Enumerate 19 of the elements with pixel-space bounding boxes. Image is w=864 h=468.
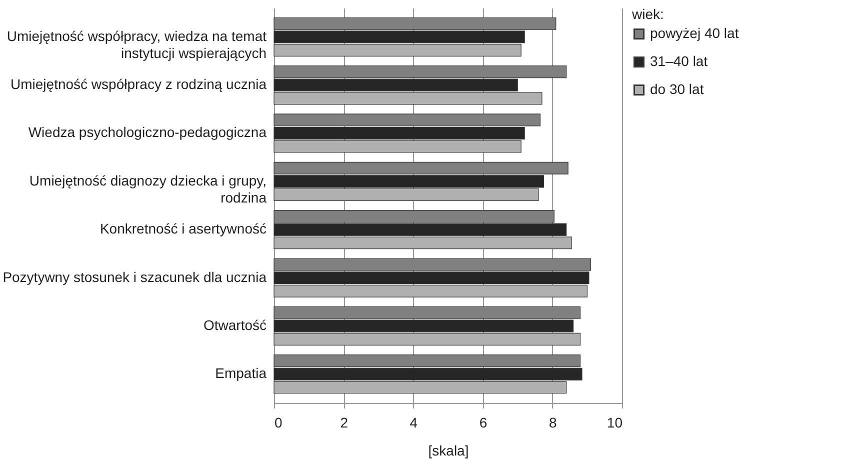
legend-label: powyżej 40 lat: [650, 25, 739, 41]
y-tick-label: Umiejętność współpracy z rodziną ucznia: [10, 76, 267, 92]
x-tick-label: 6: [479, 414, 488, 430]
x-tick-label: 4: [410, 414, 418, 430]
legend-title: wiek:: [631, 6, 664, 22]
y-tick-label: Umiejętność diagnozy dziecka i grupy, rodzina: [29, 172, 267, 206]
y-tick-label: Umiejętność współpracy, wiedza na temat instytucji wspierających: [6, 28, 267, 61]
legend-label: do 30 lat: [650, 81, 704, 97]
x-tick-label: 8: [549, 414, 557, 430]
x-tick-label: 2: [340, 414, 348, 430]
x-axis-title: [skala]: [428, 442, 469, 458]
y-tick-label: Wiedza psychologiczno-pedagogiczna: [28, 124, 267, 140]
legend-label: 31–40 lat: [650, 53, 708, 69]
x-tick-label: 0: [274, 414, 282, 430]
x-tick-label: 10: [606, 414, 623, 430]
y-tick-label: Otwartość: [203, 316, 266, 333]
y-tick-label: Pozytywny stosunek i szacunek dla ucznia: [2, 268, 267, 285]
y-tick-label: Konkretność i asertywność: [100, 220, 266, 237]
y-tick-label: Empatia: [215, 365, 267, 382]
